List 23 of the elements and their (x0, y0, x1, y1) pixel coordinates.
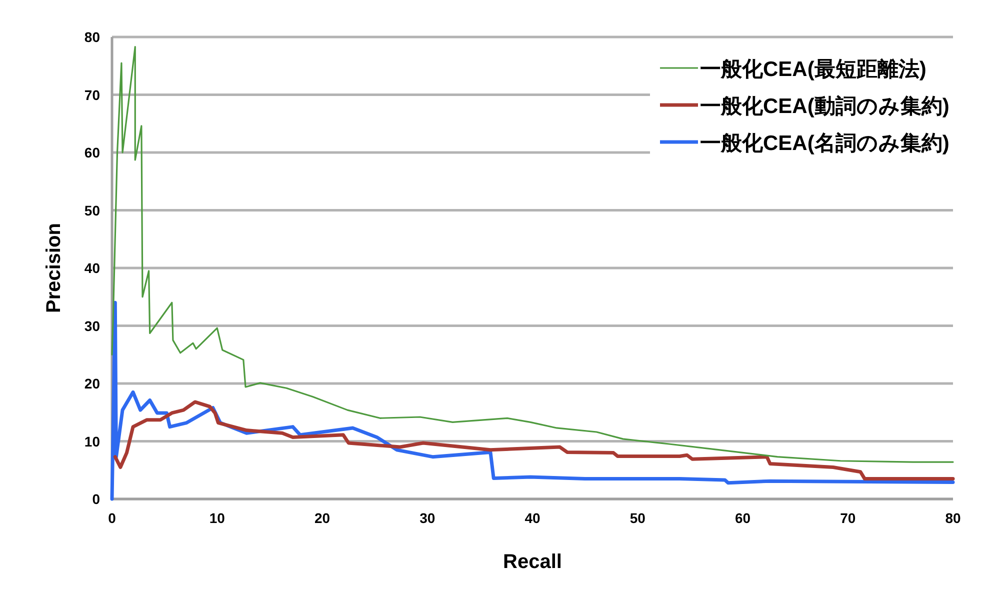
y-axis-title: Precision (43, 222, 65, 314)
x-tick-label: 20 (314, 510, 330, 526)
y-tick-label: 60 (84, 144, 100, 160)
legend-label: 一般化CEA(動詞のみ集約) (700, 95, 950, 118)
y-tick-label: 0 (92, 491, 100, 507)
x-tick-label: 70 (840, 510, 856, 526)
y-tick-label: 50 (84, 202, 100, 218)
x-tick-label: 40 (524, 510, 540, 526)
x-axis-title: Recall (503, 551, 562, 573)
y-tick-label: 40 (84, 260, 100, 276)
y-tick-label: 20 (84, 376, 100, 392)
y-tick-label: 30 (84, 318, 100, 334)
x-tick-label: 30 (420, 510, 436, 526)
x-tick-label: 10 (209, 510, 226, 526)
legend-label: 一般化CEA(名詞のみ集約) (700, 132, 950, 155)
y-tick-label: 80 (84, 29, 100, 45)
x-tick-label: 50 (630, 510, 646, 526)
x-tick-label: 0 (108, 510, 116, 526)
y-tick-label: 10 (84, 433, 100, 450)
legend-label: 一般化CEA(最短距離法) (700, 58, 926, 81)
y-tick-label: 70 (84, 86, 100, 103)
x-tick-label: 60 (734, 510, 751, 526)
x-tick-label: 80 (945, 510, 961, 526)
